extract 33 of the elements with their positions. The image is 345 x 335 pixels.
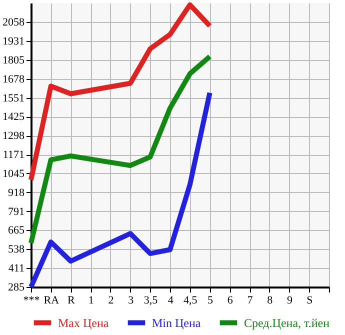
y-tick-label: 1171 bbox=[2, 149, 24, 162]
y-tick-label: 1298 bbox=[2, 130, 25, 142]
x-tick-label: 3 bbox=[128, 294, 134, 306]
x-tick-label: 7 bbox=[247, 294, 254, 306]
y-tick-label: 411 bbox=[8, 262, 24, 275]
x-tick-label: 8 bbox=[267, 294, 274, 306]
x-tick-label: 9 bbox=[287, 294, 294, 306]
y-tick-label: 2058 bbox=[2, 16, 25, 28]
legend-label: Max Цена bbox=[58, 316, 110, 330]
legend-label: Min Цена bbox=[152, 316, 202, 330]
x-tick-label: 2 bbox=[108, 294, 114, 306]
y-tick-label: 1045 bbox=[2, 168, 25, 180]
y-tick-label: 1931 bbox=[2, 35, 24, 48]
x-tick-label: R bbox=[68, 294, 76, 306]
y-tick-label: 791 bbox=[8, 206, 24, 218]
x-tick-label: RA bbox=[44, 294, 60, 306]
y-tick-label: 285 bbox=[8, 282, 25, 294]
x-tick-label: 5 bbox=[208, 294, 214, 306]
x-tick-label: 6 bbox=[227, 294, 234, 306]
y-tick-label: 1425 bbox=[2, 111, 25, 124]
x-tick-label: 4 bbox=[168, 294, 174, 306]
y-tick-label: 665 bbox=[8, 224, 25, 237]
x-tick-label: S bbox=[306, 294, 313, 306]
y-tick-label: 1805 bbox=[2, 54, 25, 66]
y-tick-label: 918 bbox=[8, 186, 25, 199]
x-tick-label: 1 bbox=[88, 294, 94, 306]
y-tick-label: 1551 bbox=[2, 92, 24, 104]
y-tick-label: 1678 bbox=[2, 73, 25, 86]
x-tick-label: 4,5 bbox=[184, 294, 198, 306]
y-tick-label: 538 bbox=[8, 244, 25, 256]
legend-label: Сред.Цена, т.йен bbox=[244, 316, 330, 330]
x-tick-label: *** bbox=[23, 294, 40, 306]
x-tick-label: 3,5 bbox=[144, 294, 158, 306]
